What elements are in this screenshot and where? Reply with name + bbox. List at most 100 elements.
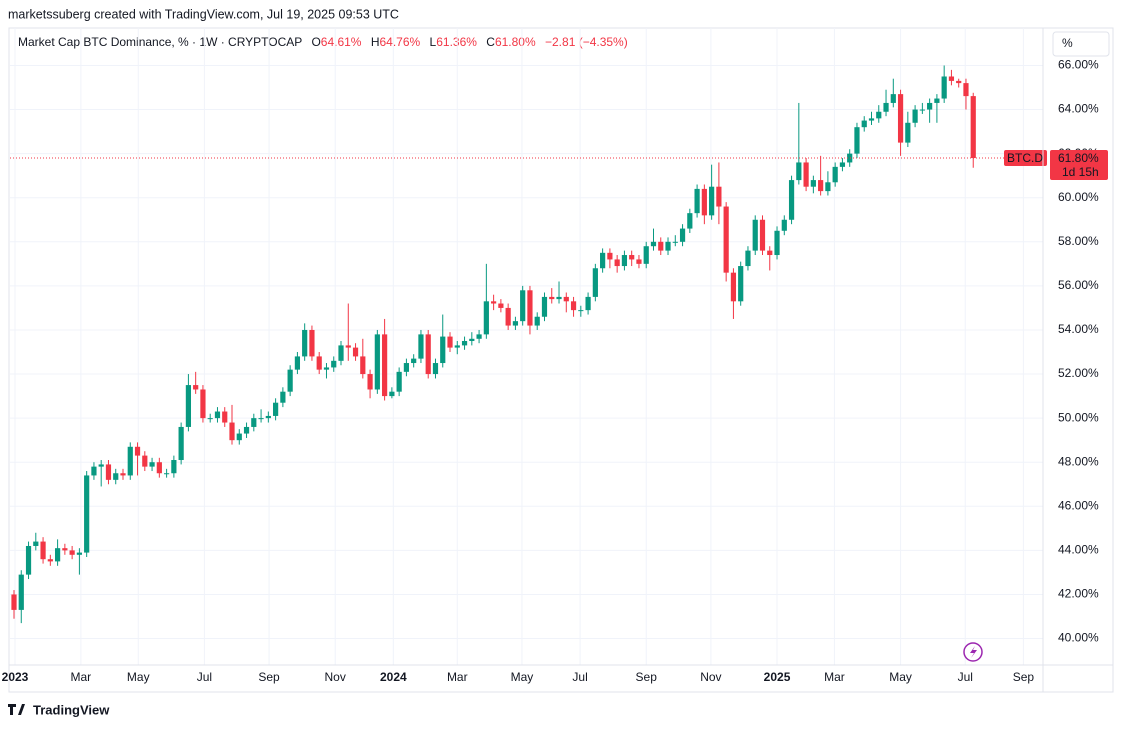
event-bolt[interactable] — [970, 646, 977, 658]
x-tick-label: 2024 — [380, 670, 407, 684]
y-tick-label: 44.00% — [1058, 543, 1099, 557]
candle-body — [40, 541, 46, 560]
candle-body — [142, 455, 148, 467]
legend-value: 61.36% — [436, 35, 477, 49]
legend: Market Cap BTC Dominance, % · 1W · CRYPT… — [18, 35, 628, 49]
candle-body — [222, 411, 228, 423]
candle-body — [905, 122, 911, 143]
candle-body — [948, 76, 955, 81]
event-icon[interactable] — [963, 642, 983, 662]
legend-value: 61.80% — [495, 35, 536, 49]
candle-body — [847, 153, 853, 163]
candle-body — [745, 250, 751, 267]
candle-body — [825, 182, 831, 192]
candle-body — [723, 206, 729, 273]
candle-body — [679, 228, 686, 242]
candle-body — [767, 250, 773, 256]
candle-body — [491, 301, 497, 304]
candle-body — [927, 102, 933, 110]
candle-body — [280, 391, 286, 403]
x-tick-label: Sep — [1013, 670, 1035, 684]
candle-body — [403, 363, 410, 372]
candle-body — [207, 418, 213, 420]
candle-body — [607, 252, 613, 260]
y-tick-label: 64.00% — [1058, 102, 1099, 116]
candle-body — [868, 118, 875, 121]
candle-body — [941, 76, 947, 99]
candle-body — [483, 301, 489, 335]
candle-body — [709, 186, 715, 216]
candle-body — [367, 374, 373, 390]
candle-body — [447, 336, 453, 348]
candle-body — [294, 356, 301, 370]
candle-body — [578, 310, 584, 312]
x-tick-label: Jul — [958, 670, 973, 684]
candle-body — [818, 180, 824, 192]
candle-body — [425, 334, 431, 375]
candle-body — [650, 241, 657, 247]
candle-body — [796, 162, 802, 181]
candle-body — [258, 418, 264, 420]
candle-body — [105, 464, 112, 480]
candle-body — [781, 219, 787, 231]
legend-key: L — [430, 35, 437, 49]
candle-body — [62, 548, 68, 551]
candle-body — [120, 473, 126, 476]
candle-body — [592, 268, 598, 297]
candle-body — [389, 391, 395, 397]
candle-body — [854, 127, 860, 154]
candle-body — [265, 415, 271, 419]
x-tick-label: Mar — [447, 670, 468, 684]
candle-body — [411, 358, 417, 364]
candle-body — [193, 385, 199, 390]
x-tick-label: 2023 — [2, 670, 29, 684]
candle-body — [331, 360, 337, 368]
x-tick-label: Sep — [636, 670, 658, 684]
candle-body — [534, 316, 540, 326]
candle-body — [832, 166, 838, 183]
scale-button-label[interactable]: % — [1062, 36, 1073, 50]
logo-text: TradingView — [33, 702, 110, 717]
y-tick-label: 52.00% — [1058, 366, 1099, 380]
candle-body — [810, 180, 816, 187]
y-tick-label: 40.00% — [1058, 631, 1099, 645]
x-tick-label: 2025 — [764, 670, 791, 684]
scale-button[interactable] — [1052, 31, 1110, 57]
legend-value: 64.61% — [321, 35, 362, 49]
candles — [10, 65, 1043, 624]
candle-body — [164, 473, 170, 475]
candle-body — [963, 83, 969, 97]
y-tick-label: 66.00% — [1058, 58, 1099, 72]
candle-body — [897, 94, 904, 143]
candle-body — [251, 418, 257, 427]
candle-body — [98, 464, 104, 467]
candle-body — [273, 402, 279, 416]
x-tick-label: Mar — [824, 670, 845, 684]
candle-body — [243, 426, 250, 434]
x-tick-label: Jul — [572, 670, 587, 684]
candle-body — [352, 347, 359, 357]
x-tick-label: Mar — [71, 670, 92, 684]
logo-mark — [8, 704, 25, 715]
x-tick-label: May — [511, 670, 534, 684]
candle-body — [839, 162, 846, 167]
pane-border — [8, 27, 1114, 693]
candle-body — [803, 162, 809, 187]
candle-body — [788, 180, 795, 220]
candle-body — [549, 296, 555, 300]
legend-change: −2.81 (−4.35%) — [545, 35, 628, 49]
x-tick-label: Nov — [325, 670, 346, 684]
candle-body — [54, 548, 61, 562]
candle-body — [570, 301, 577, 311]
legend-key: H — [371, 35, 380, 49]
candle-body — [454, 345, 460, 348]
axes: 40.00% 42.00% 44.00% 46.00% 48.00% 50.00% 52.0… — [2, 58, 1108, 684]
candle-body — [585, 296, 591, 311]
candle-body — [759, 219, 766, 251]
candle-body — [694, 188, 700, 214]
candle-body — [701, 188, 707, 216]
candle-body — [461, 340, 468, 346]
y-tick-label: 60.00% — [1058, 190, 1099, 204]
candle-body — [672, 241, 678, 243]
candle-body — [418, 334, 424, 359]
